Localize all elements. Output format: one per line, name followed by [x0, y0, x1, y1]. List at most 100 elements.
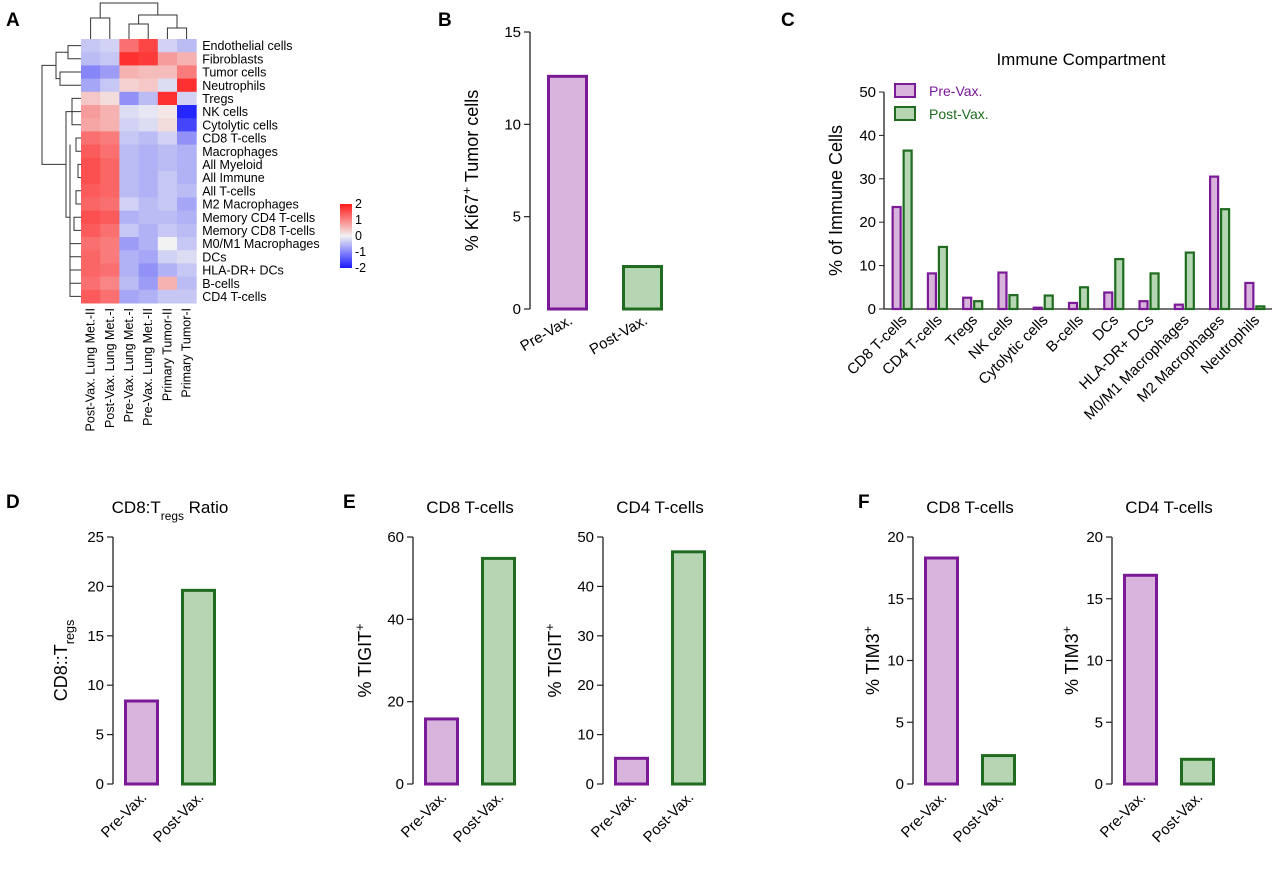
- heatmap-cell: [177, 118, 197, 132]
- heatmap-cell: [81, 65, 101, 80]
- heatmap-row-label: Neutrophils: [202, 79, 265, 93]
- heatmap-row-label: Fibroblasts: [202, 52, 263, 66]
- bar-post-vax: [902, 149, 913, 311]
- heatmap-row-label: All T-cells: [202, 184, 255, 198]
- heatmap-cell: [81, 144, 101, 159]
- y-tick-label: 0: [513, 301, 521, 318]
- heatmap-cell: [81, 91, 101, 106]
- heatmap-cell: [81, 78, 101, 93]
- heatmap-cell: [81, 263, 101, 278]
- legend-tick-label: 2: [355, 197, 362, 211]
- heatmap-row-label: Cytolytic cells: [202, 118, 278, 132]
- bar-chart-b: 0 5 10 15 Pre-Vax. Post-Vax. % Ki67+ Tumor cel…: [460, 24, 663, 358]
- legend-swatch: [894, 106, 916, 121]
- heatmap-cell: [177, 52, 197, 66]
- heatmap-cell: [100, 289, 120, 304]
- heatmap-cell: [177, 276, 197, 291]
- x-tick-label: Pre-Vax.: [98, 789, 151, 842]
- heatmap-cell: [100, 171, 120, 185]
- bar-pre-vax: [1103, 291, 1114, 311]
- heatmap-cell: [119, 118, 140, 132]
- bar-pre-vax: [891, 205, 902, 311]
- bar-pre-vax: [997, 271, 1008, 311]
- bar-post-vax: [181, 588, 216, 786]
- heatmap-cell: [81, 197, 101, 212]
- heatmap-cell: [81, 131, 101, 146]
- y-tick-label: 0: [868, 301, 876, 318]
- heatmap-cell: [119, 65, 140, 80]
- heatmap-row-label: Memory CD4 T-cells: [202, 211, 315, 225]
- y-tick-label: 40: [577, 578, 594, 595]
- heatmap-cell: [100, 65, 120, 80]
- heatmap-cell: [100, 39, 120, 53]
- heatmap-cell: [100, 263, 120, 278]
- heatmap-cell: [138, 171, 159, 185]
- heatmap-color-legend: [340, 204, 352, 268]
- y-tick-label: 30: [859, 171, 876, 188]
- dendrogram-branch: [90, 17, 111, 39]
- heatmap-cell: [100, 157, 120, 172]
- bar-post-vax: [981, 754, 1016, 786]
- heatmap-cell: [138, 263, 159, 278]
- heatmap-cell: [81, 289, 101, 304]
- panel-label-c: C: [781, 10, 795, 31]
- heatmap-cell: [138, 184, 159, 198]
- y-tick-label: 20: [859, 214, 876, 231]
- heatmap-row-label: CD8 T-cells: [202, 132, 266, 146]
- heatmap-cell: [157, 131, 178, 146]
- heatmap-cell: [100, 184, 120, 198]
- heatmap-cell: [177, 144, 197, 159]
- legend-tick-label: 0: [355, 229, 362, 243]
- dendrogram-branch: [69, 269, 81, 284]
- bar-post-vax: [973, 300, 984, 311]
- y-tick-label: 40: [387, 611, 404, 628]
- heatmap-cell: [100, 223, 120, 238]
- heatmap-cell: [100, 237, 120, 251]
- heatmap-cell: [157, 144, 178, 159]
- bar-post-vax: [671, 550, 706, 786]
- heatmap-cell: [157, 289, 178, 304]
- y-tick-label: 5: [96, 727, 104, 744]
- heatmap-cell: [81, 210, 101, 225]
- chart-title: CD8 T-cells: [426, 498, 514, 517]
- heatmap-cell: [100, 197, 120, 212]
- x-tick-label: Pre-Vax.: [1097, 789, 1150, 842]
- bar-pre-vax: [1173, 303, 1184, 311]
- y-tick-label: 50: [859, 84, 876, 101]
- heatmap-cell: [157, 276, 178, 291]
- bar-post-vax: [1114, 257, 1125, 311]
- x-tick-label: Post-Vax.: [640, 789, 697, 846]
- y-axis-label: % of Immune Cells: [826, 125, 846, 276]
- bar-pre-vax: [1123, 573, 1158, 786]
- x-tick-label: Pre-Vax.: [398, 789, 451, 842]
- dendrogram-branch: [77, 163, 81, 179]
- bar-post-vax: [481, 556, 516, 786]
- heatmap-cell: [157, 78, 178, 93]
- heatmap-cell: [138, 78, 159, 93]
- heatmap-cell: [81, 171, 101, 185]
- y-tick-label: 5: [896, 714, 904, 731]
- heatmap-row-label: All Myeloid: [202, 158, 262, 172]
- heatmap-cell: [177, 78, 197, 93]
- x-tick-label: Pre-Vax.: [517, 312, 575, 355]
- heatmap-cell: [177, 184, 197, 198]
- heatmap-cell: [138, 52, 159, 66]
- x-tick-label: B-cells: [1043, 312, 1087, 356]
- legend-label: Pre-Vax.: [929, 83, 982, 99]
- y-tick-label: 10: [504, 116, 521, 133]
- heatmap-cell: [100, 144, 120, 159]
- heatmap-cell: [81, 157, 101, 172]
- heatmap-cell: [138, 157, 159, 172]
- chart-title: CD4 T-cells: [616, 498, 704, 517]
- heatmap-cell: [177, 65, 197, 80]
- heatmap-cell: [157, 210, 178, 225]
- bar-post-vax: [1219, 208, 1231, 311]
- heatmap-cell: [157, 171, 178, 185]
- heatmap-col-label: Primary Tumor-II: [160, 308, 174, 401]
- heatmap-cell: [157, 263, 178, 278]
- heatmap-cell: [119, 157, 140, 172]
- heatmap-col-label: Post-Vax. Lung Met.-II: [84, 308, 98, 431]
- heatmap-cell: [100, 250, 120, 264]
- heatmap-cell: [119, 250, 140, 264]
- dendrogram-branch: [69, 243, 81, 258]
